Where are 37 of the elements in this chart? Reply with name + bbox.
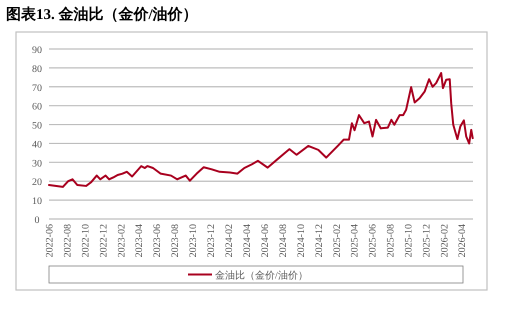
legend-label: 金油比（金价/油价） bbox=[215, 270, 308, 282]
x-tick-label: 2023-08 bbox=[170, 224, 182, 258]
y-tick-label: 90 bbox=[32, 45, 42, 56]
x-tick-label: 2025-04 bbox=[349, 224, 360, 258]
x-tick-label: 2023-06 bbox=[152, 224, 164, 258]
x-tick-label: 2024-08 bbox=[278, 224, 289, 258]
x-tick-label: 2025-08 bbox=[385, 224, 396, 258]
x-tick-label: 2026-04 bbox=[457, 224, 468, 258]
x-tick-label: 2022-08 bbox=[62, 224, 74, 258]
x-tick-label: 2023-02 bbox=[116, 224, 128, 258]
y-tick-label: 40 bbox=[32, 139, 42, 150]
x-tick-label: 2023-10 bbox=[188, 224, 199, 258]
x-tick-label: 2022-06 bbox=[44, 224, 56, 258]
x-tick-label: 2024-06 bbox=[260, 224, 271, 258]
x-tick-label: 2024-10 bbox=[296, 224, 307, 258]
x-tick-label: 2024-04 bbox=[242, 224, 253, 258]
x-tick-label: 2022-12 bbox=[98, 224, 110, 258]
line-series bbox=[48, 72, 474, 188]
x-tick-label: 2025-12 bbox=[421, 224, 432, 258]
y-tick-label: 10 bbox=[32, 196, 42, 208]
x-tick-label: 2025-02 bbox=[332, 224, 344, 258]
x-tick-label: 2025-06 bbox=[367, 224, 378, 258]
x-tick-label: 2023-12 bbox=[206, 224, 217, 258]
x-tick-label: 2024-12 bbox=[314, 224, 325, 258]
y-tick-label: 70 bbox=[32, 82, 42, 94]
x-tick-label: 2026-02 bbox=[440, 224, 451, 258]
x-tick-label: 2024-02 bbox=[224, 224, 236, 258]
y-tick-label: 60 bbox=[32, 102, 42, 113]
y-tick-label: 30 bbox=[32, 158, 42, 170]
y-tick-label: 50 bbox=[32, 120, 42, 132]
x-tick-label: 2025-10 bbox=[403, 224, 414, 258]
x-tick-label: 2023-04 bbox=[134, 224, 146, 258]
y-tick-label: 80 bbox=[32, 64, 42, 75]
chart-title: 图表13. 金油比（金价/油价） bbox=[6, 6, 198, 23]
x-tick-label: 2022-10 bbox=[80, 224, 92, 258]
y-tick-label: 20 bbox=[32, 177, 42, 188]
y-tick-label: 0 bbox=[34, 215, 40, 226]
